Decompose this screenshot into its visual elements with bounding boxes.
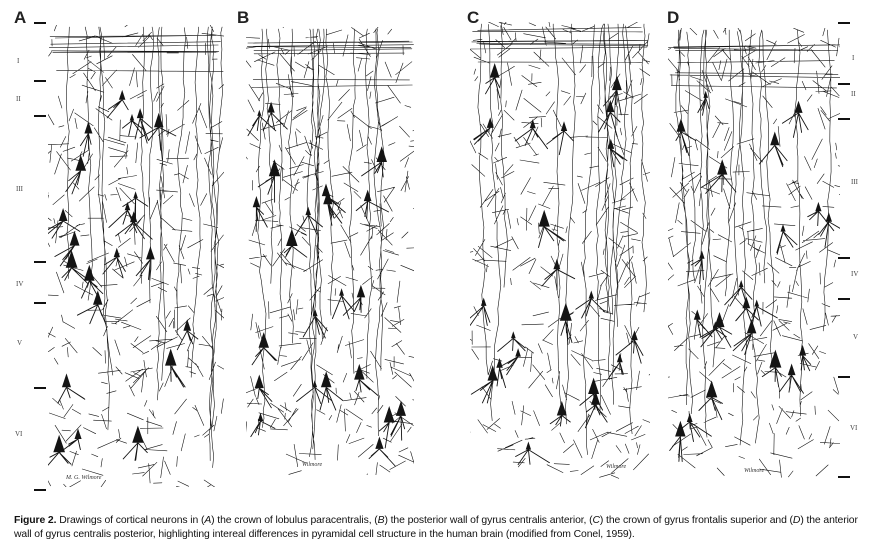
layer-label-vi: VI [850,424,858,432]
panel-letter-b: B [237,8,250,27]
figure-caption: Figure 2. Drawings of cortical neurons i… [14,514,862,542]
layer-tick [34,387,46,389]
layer-tick [838,476,850,478]
layer-tick [34,261,46,263]
neuron-drawing-b [246,27,414,475]
layer-tick [34,115,46,117]
layer-label-iii: III [16,185,23,193]
layer-tick [34,80,46,82]
caption-ref-a: A [204,515,212,526]
layer-tick [838,118,850,120]
layer-tick [838,298,850,300]
layer-label-v: V [17,339,23,347]
layer-tick [838,376,850,378]
layer-tick [838,83,850,85]
layer-tick [34,489,46,491]
layer-label-iv: IV [16,280,24,288]
neuron-drawing-c [470,22,650,479]
panel-letter-c: C [467,8,480,27]
caption-text: ) the anterior wall of gyrus centralis p… [14,515,858,540]
layer-label-iv: IV [851,270,859,278]
layer-tick [838,22,850,24]
layer-tick [34,302,46,304]
layer-label-iii: III [851,178,858,186]
caption-text: ) the crown of gyrus frontalis superior … [599,515,793,526]
layer-label-ii: II [16,95,21,103]
artist-signature-d: Wilmore [744,468,765,474]
caption-ref-d: D [792,515,801,526]
layer-label-i: I [852,54,855,62]
caption-ref-c: C [592,515,600,526]
layer-label-ii: II [851,90,856,98]
caption-text: ) the crown of lobulus paracentralis, ( [211,515,378,526]
layer-label-vi: VI [15,430,23,438]
neuron-figure: A B C D I II III IV V VI I II III IV V V… [14,8,859,491]
panel-letter-a: A [14,8,27,27]
artist-signature-a: M. G. Wilmore [66,475,102,481]
layer-label-i: I [17,57,20,65]
layer-tick [34,22,46,24]
neuron-drawing-d [668,28,840,478]
caption-ref-b: B [377,515,385,526]
artist-signature-c: Wilmore [606,464,627,470]
layer-tick [838,257,850,259]
artist-signature-b: Wilmore [302,462,323,468]
neuron-drawing-a [48,25,224,487]
panel-letter-d: D [667,8,680,27]
caption-text: Drawings of cortical neurons in ( [56,515,205,526]
caption-text: ) the posterior wall of gyrus centralis … [384,515,593,526]
figure-label: Figure 2. [14,515,57,526]
layer-label-v: V [853,333,859,341]
